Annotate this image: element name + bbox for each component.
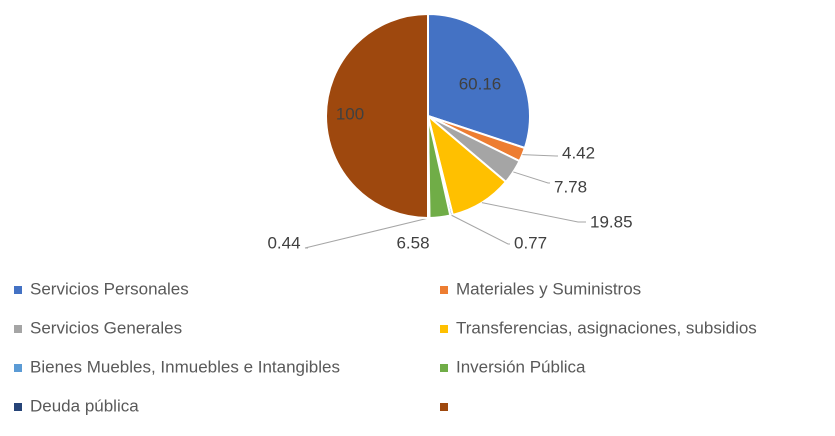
legend-label: Inversión Pública [456,357,586,376]
data-label: 7.78 [554,177,587,196]
data-label: 60.16 [459,74,502,93]
legend-label: Materiales y Suministros [456,279,641,298]
leader-line [513,171,550,184]
pie-slice [325,12,429,220]
leader-line [522,154,558,157]
data-label: 4.42 [562,143,595,162]
legend-swatch [14,325,22,333]
legend-swatch [440,325,448,333]
data-label: 6.58 [396,233,429,252]
legend-swatch [440,364,448,372]
legend-label: Bienes Muebles, Inmuebles e Intangibles [30,357,340,376]
legend-swatch [440,286,448,294]
legend-swatch [14,364,22,372]
legend-label: Deuda pública [30,396,139,415]
leader-line [451,214,510,245]
data-label: 0.77 [514,233,547,252]
legend-label: Transferencias, asignaciones, subsidios [456,318,757,337]
data-label: 0.44 [267,233,300,252]
legend-label: Servicios Generales [30,318,182,337]
leader-line [481,202,586,223]
legend-swatch [14,286,22,294]
pie-slice [427,12,531,150]
data-label: 19.85 [590,212,633,231]
data-label: 100 [336,104,364,123]
legend-swatch [440,403,448,411]
legend-label: Servicios Personales [30,279,189,298]
leader-line [304,217,429,249]
legend-swatch [14,403,22,411]
